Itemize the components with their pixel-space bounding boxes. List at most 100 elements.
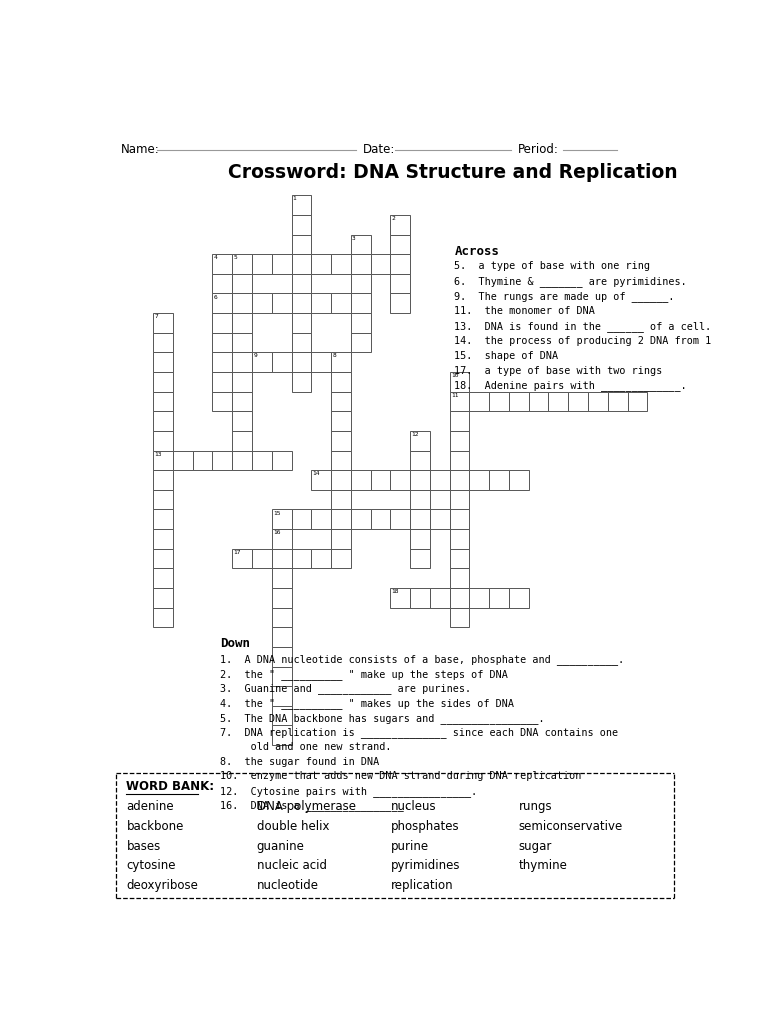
Text: 16.  DNA is a ________________.: 16. DNA is a ________________. <box>220 801 410 811</box>
Bar <box>272 686 292 706</box>
Bar <box>252 352 272 372</box>
Text: 15.  shape of DNA: 15. shape of DNA <box>454 350 558 360</box>
Bar <box>233 313 252 333</box>
Bar <box>272 549 292 568</box>
Bar <box>272 254 292 273</box>
Bar <box>529 391 548 412</box>
Bar <box>450 489 470 509</box>
Bar <box>568 391 588 412</box>
Bar <box>213 451 233 470</box>
Bar <box>370 254 390 273</box>
Bar <box>153 333 173 352</box>
Text: 10.  enzyme that adds new DNA strand during DNA replication: 10. enzyme that adds new DNA strand duri… <box>220 771 581 781</box>
Bar <box>351 313 370 333</box>
Text: semiconservative: semiconservative <box>519 820 623 834</box>
Bar <box>153 489 173 509</box>
Bar <box>233 451 252 470</box>
Bar <box>331 412 351 431</box>
Bar <box>351 273 370 294</box>
Bar <box>233 294 252 313</box>
Bar <box>370 470 390 489</box>
Bar <box>272 509 292 529</box>
Bar <box>173 451 192 470</box>
Bar <box>272 451 292 470</box>
Bar <box>351 333 370 352</box>
Bar <box>292 333 311 352</box>
Text: thymine: thymine <box>519 859 567 872</box>
Bar <box>450 451 470 470</box>
Bar <box>311 352 331 372</box>
Text: purine: purine <box>390 840 429 853</box>
Bar <box>292 549 311 568</box>
Bar <box>233 549 252 568</box>
Bar <box>153 352 173 372</box>
Text: 3: 3 <box>352 236 356 241</box>
Bar <box>213 391 233 412</box>
Text: Period:: Period: <box>518 142 559 156</box>
Text: 18.  Adenine pairs with _____________.: 18. Adenine pairs with _____________. <box>454 380 687 391</box>
Bar <box>370 509 390 529</box>
Bar <box>331 431 351 451</box>
Bar <box>450 588 470 607</box>
Text: 18: 18 <box>391 589 399 594</box>
Text: 6.  Thymine & _______ are pyrimidines.: 6. Thymine & _______ are pyrimidines. <box>454 276 687 288</box>
Text: Date:: Date: <box>363 142 395 156</box>
Bar <box>450 412 470 431</box>
Bar <box>470 391 489 412</box>
Bar <box>233 372 252 391</box>
Bar <box>410 509 430 529</box>
Bar <box>331 294 351 313</box>
Bar <box>628 391 648 412</box>
Bar <box>292 234 311 254</box>
Bar <box>331 529 351 549</box>
Bar <box>153 588 173 607</box>
Bar <box>153 313 173 333</box>
Text: old and one new strand.: old and one new strand. <box>220 742 392 752</box>
Text: guanine: guanine <box>256 840 305 853</box>
Bar <box>153 607 173 628</box>
Bar <box>489 470 509 489</box>
Bar <box>153 391 173 412</box>
Bar <box>213 294 233 313</box>
Text: 8.  the sugar found in DNA: 8. the sugar found in DNA <box>220 757 380 767</box>
Text: 17: 17 <box>233 550 241 555</box>
Text: 12.  Cytosine pairs with ________________.: 12. Cytosine pairs with ________________… <box>220 785 477 797</box>
Bar <box>213 273 233 294</box>
Bar <box>213 372 233 391</box>
Bar <box>331 451 351 470</box>
Text: Down: Down <box>220 637 250 650</box>
Text: 16: 16 <box>273 530 280 536</box>
Bar <box>450 529 470 549</box>
Bar <box>192 451 213 470</box>
Text: 10: 10 <box>450 373 458 378</box>
Bar <box>233 352 252 372</box>
Bar <box>272 294 292 313</box>
Bar <box>252 549 272 568</box>
Bar <box>410 431 430 451</box>
Text: double helix: double helix <box>256 820 329 834</box>
Text: bases: bases <box>126 840 161 853</box>
Bar <box>213 352 233 372</box>
Bar <box>311 549 331 568</box>
Bar <box>252 294 272 313</box>
Text: 1: 1 <box>293 197 296 202</box>
Bar <box>292 215 311 234</box>
Text: Name:: Name: <box>121 142 160 156</box>
Bar <box>450 391 470 412</box>
Bar <box>430 509 450 529</box>
Bar <box>390 294 410 313</box>
Text: 13: 13 <box>154 452 162 457</box>
Text: sugar: sugar <box>519 840 552 853</box>
Bar <box>410 529 430 549</box>
Text: deoxyribose: deoxyribose <box>126 879 199 892</box>
Bar <box>410 451 430 470</box>
Text: 9.  The rungs are made up of ______.: 9. The rungs are made up of ______. <box>454 291 675 302</box>
Bar <box>450 372 470 391</box>
Bar <box>430 470 450 489</box>
Text: 14: 14 <box>313 471 320 476</box>
Bar <box>311 470 331 489</box>
Bar <box>272 667 292 686</box>
Bar <box>470 470 489 489</box>
Bar <box>548 391 568 412</box>
Text: 2.  the " __________ " make up the steps of DNA: 2. the " __________ " make up the steps … <box>220 669 508 680</box>
